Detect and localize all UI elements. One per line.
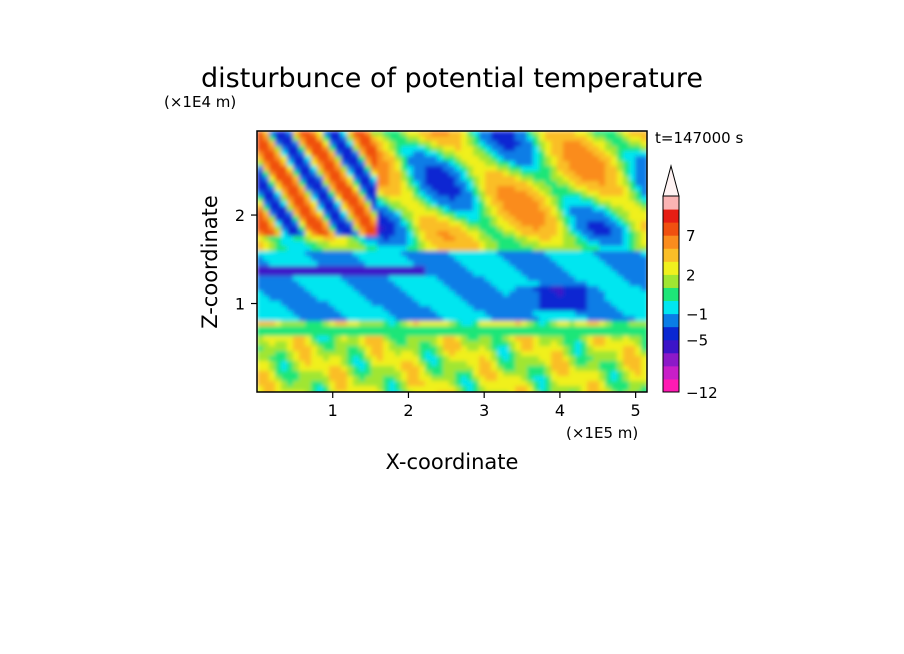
colorbar-segment — [663, 313, 679, 328]
x-tick-label: 1 — [328, 401, 338, 420]
heatmap-field — [257, 131, 647, 392]
colorbar-segment — [663, 248, 679, 262]
colorbar-segment — [663, 326, 679, 341]
y-axis: 12 — [235, 206, 257, 314]
y-tick-label: 2 — [235, 206, 245, 225]
colorbar: −12−5−127 — [662, 164, 718, 402]
colorbar-segment — [663, 274, 679, 288]
colorbar-segment — [663, 352, 679, 367]
colorbar-label: 7 — [686, 227, 696, 245]
colorbar-segment — [663, 235, 679, 249]
colorbar-segment — [663, 261, 679, 275]
colorbar-label: −12 — [686, 384, 718, 402]
colorbar-label: −1 — [686, 306, 708, 324]
colorbar-segment — [663, 378, 679, 393]
x-axis: 1 2 3 4 5 — [328, 392, 641, 420]
colorbar-segment — [663, 287, 679, 302]
colorbar-segment — [663, 300, 679, 315]
x-axis-label: X-coordinate — [386, 450, 519, 474]
colorbar-segment — [663, 339, 679, 354]
x-tick-label: 5 — [631, 401, 641, 420]
y-tick-label: 1 — [235, 295, 245, 314]
y-unit-label: (×1E4 m) — [164, 93, 236, 111]
time-label: t=147000 s — [655, 129, 743, 147]
colorbar-segment — [663, 196, 679, 210]
x-tick-label: 2 — [403, 401, 413, 420]
x-tick-label: 4 — [555, 401, 565, 420]
chart-title: disturbunce of potential temperature — [201, 63, 703, 94]
x-unit-label: (×1E5 m) — [566, 424, 638, 442]
colorbar-segment — [663, 222, 679, 236]
colorbar-segment — [663, 209, 679, 223]
colorbar-label: −5 — [686, 332, 708, 350]
x-tick-label: 3 — [479, 401, 489, 420]
y-axis-label: Z-coordinate — [198, 195, 222, 329]
colorbar-label: 2 — [686, 266, 696, 284]
plot-frame — [256, 130, 648, 393]
colorbar-extend-arrow — [662, 164, 680, 197]
colorbar-segment — [663, 365, 679, 380]
